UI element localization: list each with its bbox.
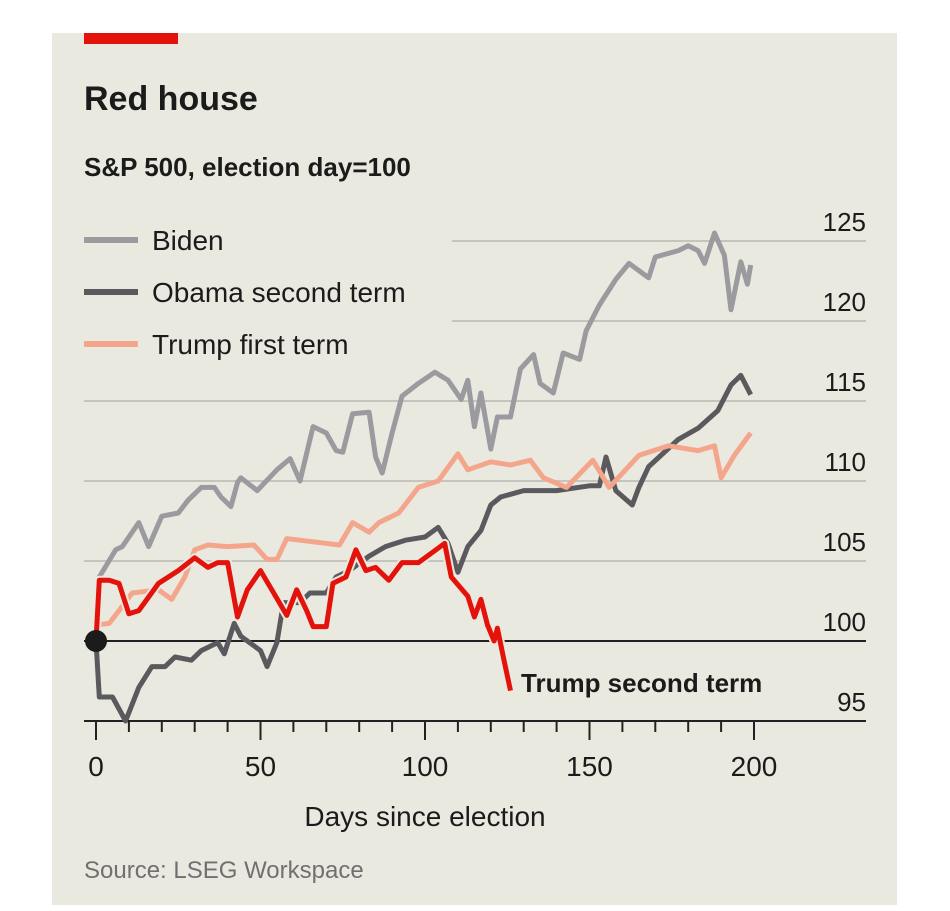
series-line-trump-second-term	[93, 540, 513, 692]
x-tick-label-50: 50	[245, 751, 276, 782]
y-tick-label-110: 110	[825, 447, 866, 477]
x-tick-label-150: 150	[566, 751, 613, 782]
y-tick-label-125: 125	[823, 207, 866, 237]
chart-title: Red house	[84, 80, 258, 118]
y-tick-label-95: 95	[837, 687, 866, 717]
chart-subtitle: S&P 500, election day=100	[84, 152, 411, 182]
y-tick-label-105: 105	[823, 527, 866, 557]
y-tick-label-100: 100	[823, 607, 866, 637]
election-day-marker	[85, 630, 107, 652]
series-line-obama-second-term	[93, 372, 753, 724]
legend-label-biden: Biden	[152, 225, 224, 256]
x-axis-label: Days since election	[304, 801, 545, 832]
y-tick-label-115: 115	[825, 367, 866, 397]
series-line-trump-first-term	[95, 431, 753, 628]
x-tick-label-100: 100	[402, 751, 449, 782]
y-tick-label-120: 120	[823, 287, 866, 317]
legend-label-obama-second-term: Obama second term	[152, 277, 406, 308]
source-note: Source: LSEG Workspace	[84, 857, 364, 884]
brand-red-bar	[84, 33, 178, 44]
legend-label-trump-first-term: Trump first term	[152, 329, 349, 360]
series-line-biden	[93, 230, 754, 642]
annotation-trump-second-term: Trump second term	[521, 668, 762, 698]
x-tick-label-200: 200	[731, 751, 778, 782]
x-tick-label-0: 0	[88, 751, 104, 782]
